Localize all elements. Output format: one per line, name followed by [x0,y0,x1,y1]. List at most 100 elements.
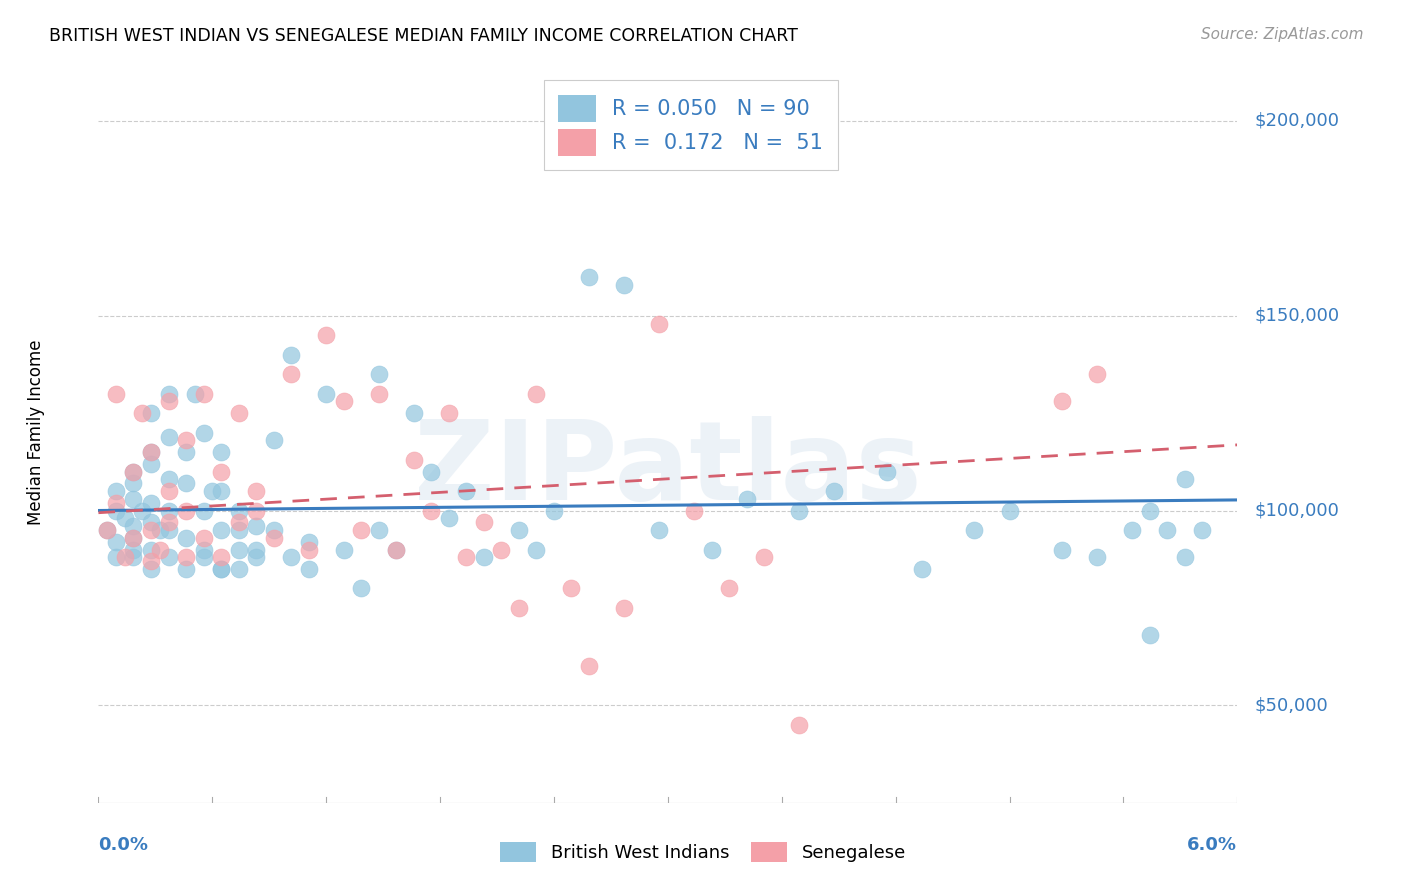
Point [131,406,153,420]
Point [228,523,250,537]
Point [174,562,197,576]
Point [245,550,267,565]
Point [245,542,267,557]
Point [456,550,478,565]
Text: BRITISH WEST INDIAN VS SENEGALESE MEDIAN FAMILY INCOME CORRELATION CHART: BRITISH WEST INDIAN VS SENEGALESE MEDIAN… [49,27,799,45]
Point [245,503,267,517]
Point [526,386,548,401]
Point [149,542,172,557]
Point [263,523,285,537]
Point [209,484,232,499]
Point [122,550,145,565]
Point [613,601,636,615]
Point [122,465,145,479]
Point [139,523,162,537]
Point [911,562,934,576]
Point [157,550,180,565]
Point [209,465,232,479]
Point [367,367,389,381]
Point [139,445,162,459]
Text: Source: ZipAtlas.com: Source: ZipAtlas.com [1201,27,1364,42]
Point [184,386,207,401]
Point [298,534,321,549]
Point [193,542,215,557]
Point [174,434,197,448]
Point [1156,523,1178,537]
Point [420,465,443,479]
Point [114,511,136,525]
Point [402,406,425,420]
Point [122,491,145,506]
Point [876,465,898,479]
Point [122,465,145,479]
Point [104,496,127,510]
Point [332,542,354,557]
Text: $150,000: $150,000 [1254,307,1340,325]
Point [157,386,180,401]
Point [174,445,197,459]
Point [560,582,582,596]
Point [1085,367,1108,381]
Point [228,542,250,557]
Point [228,503,250,517]
Point [1191,523,1213,537]
Text: $200,000: $200,000 [1254,112,1340,130]
Point [157,515,180,529]
Point [193,550,215,565]
Point [578,659,600,673]
Point [1050,394,1073,409]
Point [209,445,232,459]
Point [174,503,197,517]
Point [245,519,267,533]
Point [139,496,162,510]
Point [367,523,389,537]
Point [508,523,530,537]
Point [613,277,636,292]
Point [157,523,180,537]
Point [209,562,232,576]
Point [122,531,145,545]
Point [1139,628,1161,642]
Point [209,562,232,576]
Point [245,484,267,499]
Text: 0.0%: 0.0% [98,836,149,855]
Point [139,457,162,471]
Point [385,542,408,557]
Point [1174,472,1197,486]
Point [332,394,354,409]
Point [787,503,810,517]
Point [122,476,145,491]
Point [543,503,565,517]
Text: $100,000: $100,000 [1254,501,1340,519]
Point [157,394,180,409]
Point [114,550,136,565]
Point [315,386,337,401]
Point [1174,550,1197,565]
Text: Median Family Income: Median Family Income [27,340,45,525]
Point [280,367,302,381]
Point [823,484,845,499]
Point [280,550,302,565]
Point [472,515,495,529]
Point [385,542,408,557]
Point [280,348,302,362]
Point [139,406,162,420]
Point [193,531,215,545]
Point [139,554,162,568]
Point [96,523,118,537]
Point [367,386,389,401]
Legend: British West Indians, Senegalese: British West Indians, Senegalese [494,834,912,870]
Point [157,472,180,486]
Point [998,503,1021,517]
Point [139,445,162,459]
Point [139,515,162,529]
Point [1085,550,1108,565]
Point [350,523,373,537]
Point [149,523,172,537]
Point [472,550,495,565]
Point [315,328,337,343]
Point [139,542,162,557]
Point [104,534,127,549]
Point [648,523,671,537]
Point [700,542,723,557]
